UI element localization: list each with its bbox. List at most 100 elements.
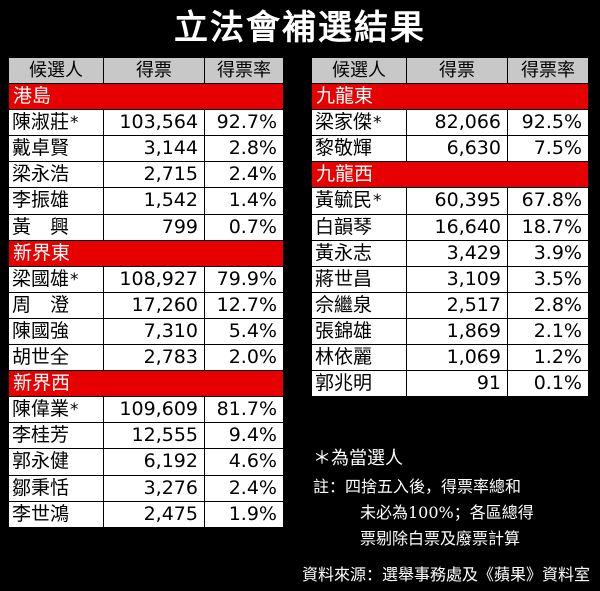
candidate-name: 黃毓民*	[312, 188, 407, 214]
candidate-name: 周 澄	[9, 292, 104, 318]
header-candidate: 候選人	[312, 58, 407, 84]
candidate-votes: 16,640	[407, 214, 508, 240]
candidate-rate: 2.1%	[533, 319, 582, 342]
candidate-row: 梁家傑* 82,066 92.5%	[312, 110, 588, 137]
candidate-name: 黃永志	[312, 240, 407, 266]
candidate-name: 李桂芳	[9, 423, 104, 449]
candidate-name: 陳偉業*	[9, 397, 104, 423]
candidate-rate: 2.8%	[228, 137, 277, 160]
candidate-rate: 1.4%	[228, 189, 277, 212]
candidate-name-text: 陳國強	[12, 319, 70, 342]
candidate-votes: 1,869	[407, 318, 508, 345]
note-line-2: 未必為100%；各區總得	[360, 503, 534, 522]
candidate-name: 黃 興	[9, 214, 104, 240]
candidate-row: 胡世全 2,783 2.0%	[9, 345, 283, 372]
candidate-name-text: 黃 興	[12, 215, 70, 238]
candidate-name: 李世鴻	[9, 501, 104, 527]
candidate-votes: 3,276	[104, 475, 205, 501]
candidate-name: 梁家傑*	[312, 110, 407, 136]
candidate-name-text: 張錦雄	[315, 319, 373, 342]
table-header: 候選人 得票 得票率	[9, 58, 283, 85]
candidate-name: 陳淑莊*	[9, 110, 104, 136]
candidate-name-text: 白韻琴	[315, 215, 373, 238]
candidate-name-text: 梁永浩	[12, 163, 70, 186]
candidate-row: 陳國強 7,310 5.4%	[9, 318, 283, 346]
candidate-rate: 2.4%	[228, 476, 277, 499]
candidate-votes: 3,429	[407, 240, 508, 266]
candidate-row: 黃 興 799 0.7%	[9, 214, 283, 241]
candidate-votes: 6,192	[104, 449, 205, 475]
candidate-votes: 108,927	[104, 266, 205, 292]
candidate-rate: 1.2%	[533, 346, 582, 369]
candidate-votes: 7,310	[104, 318, 205, 345]
candidate-rate: 92.7%	[216, 111, 277, 134]
candidate-votes: 3,109	[407, 266, 508, 292]
candidate-name-text: 郭永健	[12, 450, 70, 473]
candidate-name-text: 梁家傑	[315, 111, 373, 134]
results-table-left: 候選人 得票 得票率 港島 陳淑莊* 103,564 92.7% 戴卓賢 3,144 2.8% 梁永…	[9, 58, 283, 528]
candidate-votes: 1,069	[407, 345, 508, 371]
candidate-row: 郭永健 6,192 4.6%	[9, 449, 283, 476]
candidate-rate: 2.8%	[533, 293, 582, 316]
candidate-name: 郭永健	[9, 449, 104, 475]
candidate-rate: 79.9%	[216, 267, 277, 290]
candidate-votes: 799	[104, 214, 205, 240]
candidate-row: 鄒秉恬 3,276 2.4%	[9, 475, 283, 502]
candidate-rate: 7.5%	[533, 137, 582, 160]
candidate-votes: 17,260	[104, 292, 205, 318]
header-rate: 得票率	[217, 60, 271, 81]
candidate-row: 黃毓民* 60,395 67.8%	[312, 188, 588, 215]
candidate-rate: 92.5%	[521, 111, 582, 134]
header-candidate: 候選人	[9, 58, 104, 84]
candidate-rate: 3.5%	[533, 267, 582, 290]
candidate-name: 梁國雄*	[9, 266, 104, 292]
candidate-name: 白韻琴	[312, 214, 407, 240]
candidate-rate: 0.7%	[228, 215, 277, 238]
candidate-rate: 81.7%	[216, 398, 277, 421]
candidate-votes: 1,542	[104, 188, 205, 214]
candidate-votes: 2,475	[104, 501, 205, 527]
candidate-name: 佘繼泉	[312, 292, 407, 318]
region-header: 新界西	[9, 371, 283, 398]
candidate-rate: 2.4%	[228, 163, 277, 186]
candidate-name: 陳國強	[9, 318, 104, 345]
candidate-row: 黎敬輝 6,630 7.5%	[312, 136, 588, 163]
candidate-rate: 5.4%	[228, 319, 277, 342]
candidate-name: 鄒秉恬	[9, 475, 104, 501]
candidate-name-text: 周 澄	[12, 293, 70, 316]
candidate-name: 梁永浩	[9, 162, 104, 188]
candidate-votes: 3,144	[104, 136, 205, 162]
candidate-votes: 82,066	[407, 110, 508, 136]
candidate-name-text: 戴卓賢	[12, 137, 70, 160]
candidate-row: 李振雄 1,542 1.4%	[9, 188, 283, 215]
candidate-votes: 12,555	[104, 423, 205, 449]
candidate-name: 張錦雄	[312, 318, 407, 345]
note-line-1: 註：四捨五入後，得票率總和	[313, 477, 522, 496]
candidate-name: 蔣世昌	[312, 266, 407, 292]
candidate-row: 蔣世昌 3,109 3.5%	[312, 266, 588, 293]
candidate-row: 周 澄 17,260 12.7%	[9, 292, 283, 319]
elected-mark: *	[70, 400, 79, 421]
candidate-name-text: 陳偉業	[12, 398, 70, 421]
region-header: 新界東	[9, 240, 283, 267]
candidate-name: 黎敬輝	[312, 136, 407, 162]
region-header: 九龍東	[312, 84, 588, 111]
elected-legend: ＊為當選人	[313, 448, 403, 469]
candidate-votes: 60,395	[407, 188, 508, 214]
candidate-name-text: 胡世全	[12, 346, 70, 369]
notes: ＊為當選人 註：四捨五入後，得票率總和 未必為100%；各區總得 票剔除白票及廢…	[313, 446, 598, 552]
candidate-row: 梁永浩 2,715 2.4%	[9, 162, 283, 189]
candidate-row: 李桂芳 12,555 9.4%	[9, 423, 283, 450]
candidate-row: 梁國雄* 108,927 79.9%	[9, 266, 283, 293]
candidate-name: 李振雄	[9, 188, 104, 214]
note-line-3: 票剔除白票及廢票計算	[360, 529, 521, 548]
candidate-votes: 91	[407, 371, 508, 397]
candidate-row: 黃永志 3,429 3.9%	[312, 240, 588, 267]
candidate-rate: 0.1%	[533, 372, 582, 395]
candidate-rate: 12.7%	[216, 293, 277, 316]
candidate-votes: 103,564	[104, 110, 205, 136]
candidate-row: 林依麗 1,069 1.2%	[312, 345, 588, 372]
candidate-votes: 2,783	[104, 345, 205, 371]
candidate-name: 胡世全	[9, 345, 104, 371]
candidate-name-text: 黃永志	[315, 241, 373, 264]
